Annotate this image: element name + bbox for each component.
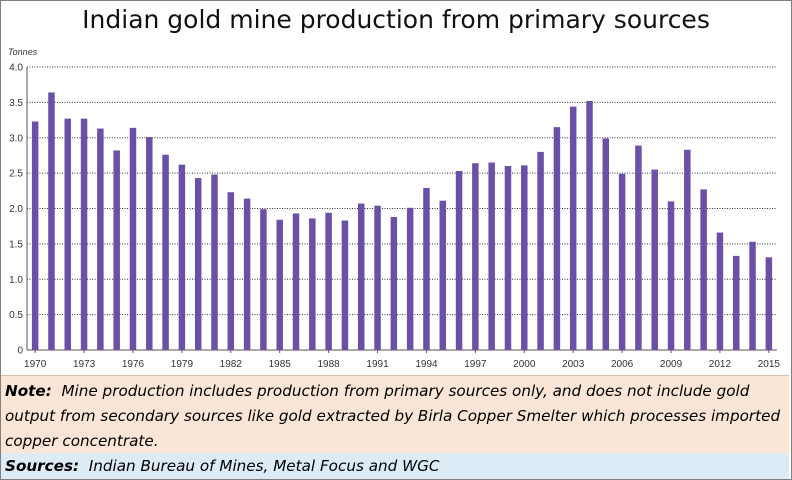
bar-2013 [732,255,740,350]
bar-1977 [146,137,153,350]
y-tick-label: 3.5 [9,98,23,109]
bar-1999 [504,166,512,350]
y-tick-label: 4.0 [9,63,23,74]
bar-2007 [635,145,642,350]
bar-1979 [178,164,186,350]
x-tick-label: 1997 [464,359,487,370]
bar-2004 [586,100,593,351]
bar-1970 [31,121,39,350]
y-tick-label: 3.0 [9,133,23,144]
note-text: Mine production includes production from… [5,382,781,450]
x-tick-label: 2000 [513,359,536,370]
bar-1987 [309,218,316,350]
bar-2009 [667,201,675,350]
bar-1975 [113,150,120,350]
y-tick-label: 1.5 [9,239,23,250]
x-tick-label: 2015 [758,359,781,370]
x-tick-label: 1991 [366,359,389,370]
x-tick-label: 2009 [660,359,683,370]
bar-1981 [211,174,218,350]
x-tick-label: 1982 [220,359,243,370]
bar-2015 [765,257,773,350]
y-tick-label: 0.5 [9,310,23,321]
y-tick-label: 0 [17,346,23,357]
x-tick-label: 1976 [122,359,145,370]
x-tick-label: 1985 [269,359,292,370]
bar-1976 [129,127,137,350]
bar-1980 [194,178,202,350]
bar-1991 [374,205,381,350]
bar-1998 [488,162,495,350]
sources-text: Indian Bureau of Mines, Metal Focus and … [88,457,440,475]
bar-1989 [341,220,349,350]
bar-1985 [276,219,283,350]
chart-title: Indian gold mine production from primary… [82,5,710,34]
bar-1982 [227,192,235,350]
bar-2008 [651,169,658,350]
bar-1990 [357,203,365,350]
note-label: Note: [5,382,52,400]
bar-1978 [162,154,169,350]
bar-1996 [455,171,463,350]
bar-1972 [64,118,72,351]
x-tick-label: 1979 [171,359,194,370]
x-tick-label: 1973 [73,359,96,370]
bar-1986 [292,213,300,350]
bar-1994 [423,187,430,350]
x-tick-label: 2012 [709,359,732,370]
y-tick-label: 1.0 [9,275,23,286]
bar-1973 [80,118,88,351]
bar-1993 [406,207,414,350]
bar-2011 [700,189,707,350]
bar-2012 [716,232,724,350]
x-tick-label: 1994 [415,359,438,370]
bar-1995 [439,200,447,350]
bar-chart: Tonnes 0 0.5 1.0 1.5 2.0 2.5 3.0 3.5 4.0 1970 1973 1… [8,47,781,370]
bar-2010 [684,149,691,350]
bar-1974 [97,128,104,350]
bar-1984 [260,209,267,350]
bar-2006 [618,173,626,350]
x-tick-label: 1988 [318,359,341,370]
bar-1983 [243,198,251,350]
bar-2000 [521,165,528,350]
y-tick-label: 2.0 [9,204,23,215]
bar-1971 [48,92,55,350]
bar-1992 [390,216,398,350]
bar-1997 [472,163,479,350]
bar-2003 [569,106,577,351]
x-tick-label: 1970 [24,359,47,370]
bar-2002 [553,127,561,350]
x-tick-label: 2006 [611,359,634,370]
y-axis-label: Tonnes [8,47,38,57]
x-tick-label: 2003 [562,359,585,370]
sources-box: Sources: Indian Bureau of Mines, Metal F… [1,453,789,479]
bar-2005 [602,138,610,350]
note-box: Note: Mine production includes productio… [1,375,789,453]
bar-2014 [749,241,756,350]
y-tick-label: 2.5 [9,169,23,180]
bar-1988 [325,212,332,350]
sources-label: Sources: [5,457,80,475]
bar-2001 [537,151,544,350]
